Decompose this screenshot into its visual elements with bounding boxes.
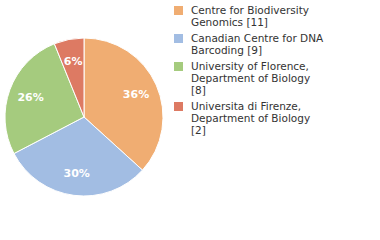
legend-swatch (174, 62, 183, 71)
legend-label: University of Florence,Department of Bio… (191, 60, 310, 96)
legend: Centre for BiodiversityGenomics [11] Cana… (174, 4, 324, 136)
chart-container: 36% 30% 26% 6% Centre for BiodiversityGenomi… (0, 0, 380, 240)
slice-labels: 36% 30% 26% 6% (17, 55, 149, 180)
data-label: 30% (64, 167, 90, 180)
legend-label: Canadian Centre for DNABarcoding [9] (191, 32, 324, 56)
pie-slice (5, 44, 84, 154)
legend-swatch (174, 34, 183, 43)
chart: 36% 30% 26% 6% Centre for BiodiversityGenomi… (0, 0, 380, 240)
data-label: 6% (64, 55, 83, 68)
data-label: 26% (17, 91, 43, 104)
data-label: 36% (123, 88, 149, 101)
legend-swatch (174, 102, 183, 111)
pie-slice (54, 38, 84, 117)
legend-label: Centre for BiodiversityGenomics [11] (191, 4, 309, 28)
slices (5, 38, 163, 196)
legend-swatch (174, 6, 183, 15)
legend-label: Universita di Firenze,Department of Biol… (191, 100, 310, 136)
